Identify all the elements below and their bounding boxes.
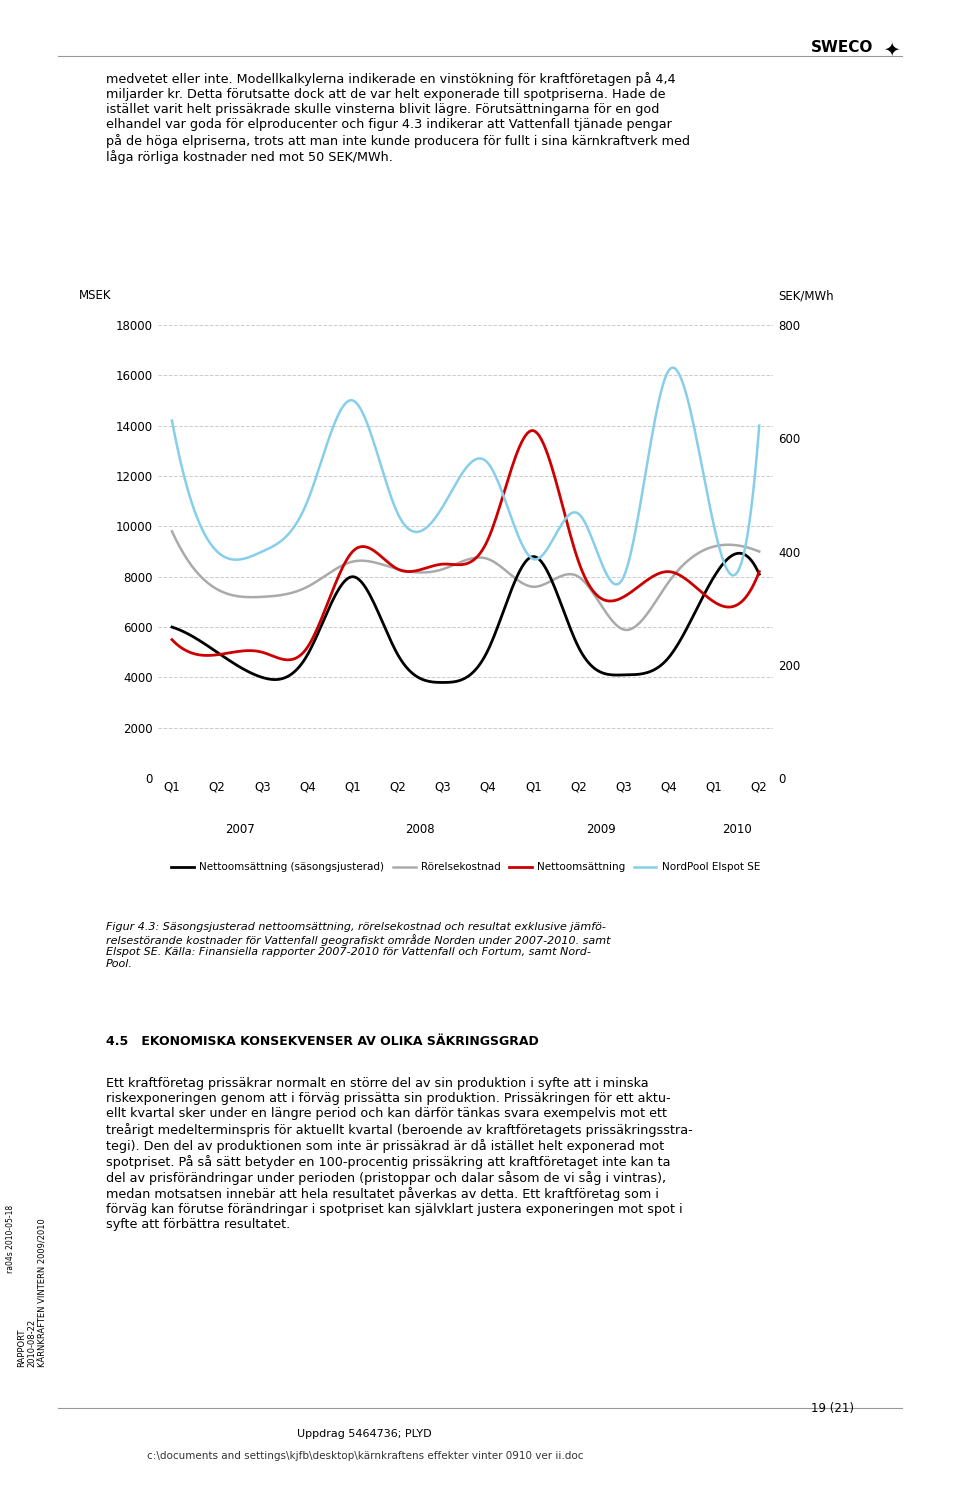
Text: 2009: 2009 [587, 823, 616, 837]
Text: 2010: 2010 [722, 823, 752, 837]
Text: Ett kraftföretag prissäkrar normalt en större del av sin produktion i syfte att : Ett kraftföretag prissäkrar normalt en s… [106, 1077, 692, 1231]
Text: 19 (21): 19 (21) [811, 1402, 854, 1416]
Text: Uppdrag 5464736; PLYD: Uppdrag 5464736; PLYD [298, 1429, 432, 1440]
Legend: Nettoomsättning (säsongsjusterad), Rörelsekostnad, Nettoomsättning, NordPool Els: Nettoomsättning (säsongsjusterad), Rörel… [167, 858, 764, 876]
Text: medvetet eller inte. Modellkalkylerna indikerade en vinstökning för kraftföretag: medvetet eller inte. Modellkalkylerna in… [106, 73, 689, 163]
Text: SWECO: SWECO [811, 41, 874, 54]
Text: RAPPORT
2010-08-22
KÄRNKRAFTEN VINTERN 2009/2010: RAPPORT 2010-08-22 KÄRNKRAFTEN VINTERN 2… [17, 1219, 47, 1367]
Text: 2008: 2008 [406, 823, 435, 837]
Text: ra04s 2010-05-18: ra04s 2010-05-18 [6, 1204, 14, 1274]
Text: c:\documents and settings\kjfb\desktop\kärnkraftens effekter vinter 0910 ver ii.: c:\documents and settings\kjfb\desktop\k… [147, 1451, 583, 1461]
Text: 2007: 2007 [225, 823, 254, 837]
Text: MSEK: MSEK [79, 289, 111, 302]
Text: SEK/MWh: SEK/MWh [779, 289, 834, 302]
Text: 4.5   EKONOMISKA KONSEKVENSER AV OLIKA SÄKRINGSGRAD: 4.5 EKONOMISKA KONSEKVENSER AV OLIKA SÄK… [106, 1035, 539, 1049]
Text: Figur 4.3: Säsongsjusterad nettoomsättning, rörelsekostnad och resultat exklusiv: Figur 4.3: Säsongsjusterad nettoomsättni… [106, 922, 611, 969]
Text: ✦: ✦ [883, 41, 900, 59]
